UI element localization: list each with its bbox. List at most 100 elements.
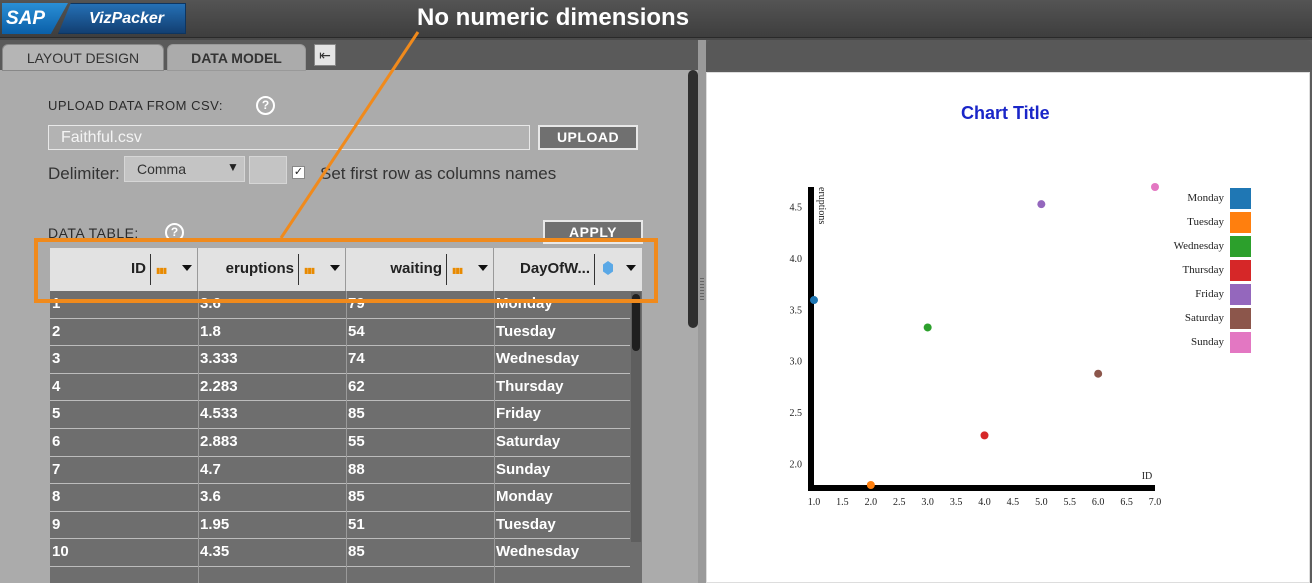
table-cell[interactable]: 3.333 [200, 350, 238, 368]
table-scrollbar[interactable] [631, 292, 641, 542]
table-cell[interactable]: Friday [496, 405, 542, 423]
x-tick-label: 3.5 [950, 497, 963, 508]
table-cell[interactable]: 55 [348, 432, 365, 450]
legend-swatch[interactable] [1230, 188, 1251, 209]
table-cell[interactable]: 2 [52, 322, 61, 340]
table-cell[interactable]: 7 [52, 460, 61, 478]
table-row[interactable]: 5 4.533 85 Friday [50, 401, 630, 429]
table-row[interactable]: 9 1.95 51 Tuesday [50, 512, 630, 540]
chevron-down-icon[interactable] [330, 265, 340, 271]
annotation-highlight-box [34, 238, 658, 303]
table-scrollbar-thumb[interactable] [632, 294, 640, 351]
table-cell[interactable]: 1.95 [200, 515, 230, 533]
table-cell[interactable]: Monday [496, 488, 553, 506]
table-cell[interactable]: 2.883 [200, 432, 238, 450]
splitter-grip-icon[interactable] [700, 278, 704, 300]
data-point-friday[interactable] [1037, 200, 1046, 209]
table-cell[interactable]: Wednesday [496, 350, 580, 368]
column-header-waiting[interactable]: waiting ▮▮▮ [346, 248, 494, 291]
legend-swatch[interactable] [1230, 236, 1251, 257]
top-bar: SAP VizPacker No numeric dimensions [0, 0, 1312, 38]
table-cell[interactable]: 1.8 [200, 322, 221, 340]
x-tick-label: 6.5 [1120, 497, 1133, 508]
column-header-dayofweek[interactable]: DayOfW... [494, 248, 642, 291]
table-cell[interactable]: 10 [52, 543, 69, 561]
data-point-tuesday[interactable] [866, 481, 875, 489]
x-tick-label: 4.0 [978, 497, 991, 508]
legend-label: Wednesday [1174, 240, 1225, 252]
table-row[interactable]: 7 4.7 88 Sunday [50, 457, 630, 485]
table-cell[interactable]: 54 [348, 322, 365, 340]
data-point-sunday[interactable] [1151, 183, 1159, 191]
table-row[interactable]: 6 2.883 55 Saturday [50, 429, 630, 457]
table-cell[interactable]: 5 [52, 405, 61, 423]
chevron-down-icon[interactable] [478, 265, 488, 271]
x-tick-label: 5.0 [1035, 497, 1048, 508]
collapse-pane-icon[interactable]: ⇤ [314, 44, 336, 66]
table-cell[interactable]: 3 [52, 350, 61, 368]
data-point-wednesday[interactable] [923, 323, 932, 332]
legend-swatch[interactable] [1230, 308, 1251, 329]
table-cell[interactable]: Sunday [496, 460, 551, 478]
table-cell[interactable]: Wednesday [496, 543, 580, 561]
table-cell[interactable]: 85 [348, 543, 365, 561]
x-tick-label: 5.5 [1064, 497, 1077, 508]
chevron-down-icon[interactable] [626, 265, 636, 271]
table-cell[interactable]: 74 [348, 350, 365, 368]
table-row[interactable]: 2 1.8 54 Tuesday [50, 319, 630, 347]
y-tick-label: 3.5 [790, 305, 803, 316]
custom-delimiter-input[interactable] [249, 156, 287, 184]
data-point-saturday[interactable] [1094, 369, 1103, 378]
preview-pane: Chart Title 1.0 1.5 2.0 2.5 3.0 3.5 4.0 4.5 5.0 5… [706, 40, 1312, 583]
upload-label: UPLOAD DATA FROM CSV: [48, 98, 223, 113]
pane-splitter[interactable] [698, 40, 706, 583]
table-row[interactable]: 3 3.333 74 Wednesday [50, 346, 630, 374]
table-cell[interactable]: 88 [348, 460, 365, 478]
y-tick-label: 3.0 [790, 357, 803, 368]
column-header-id[interactable]: ID ▮▮▮ [50, 248, 198, 291]
table-cell[interactable]: Tuesday [496, 515, 556, 533]
data-point-monday[interactable] [810, 296, 818, 305]
csv-file-input[interactable]: Faithful.csv [48, 125, 530, 150]
table-cell[interactable]: 85 [348, 405, 365, 423]
pane-scrollbar[interactable] [688, 70, 698, 328]
table-cell[interactable]: 6 [52, 432, 61, 450]
table-cell[interactable]: 4.35 [200, 543, 230, 561]
delimiter-value: Comma [137, 161, 187, 177]
first-row-checkbox[interactable]: ✓ [292, 166, 305, 179]
table-cell[interactable]: 1 [52, 295, 61, 312]
y-tick-label: 4.0 [790, 254, 803, 265]
delimiter-select[interactable]: Comma [124, 156, 245, 182]
data-point-thursday[interactable] [980, 431, 989, 440]
table-cell[interactable]: 4 [52, 377, 61, 395]
chevron-down-icon[interactable] [182, 265, 192, 271]
legend-swatch[interactable] [1230, 212, 1251, 233]
table-cell[interactable]: 4.7 [200, 460, 221, 478]
scatter-chart: 1.0 1.5 2.0 2.5 3.0 3.5 4.0 4.5 5.0 5.5 6.0 6.5 7.0 2… [790, 183, 1251, 508]
column-header-eruptions[interactable]: eruptions ▮▮▮ [198, 248, 346, 291]
legend-swatch[interactable] [1230, 284, 1251, 305]
table-cell[interactable]: 85 [348, 488, 365, 506]
table-cell[interactable]: 2.283 [200, 377, 238, 395]
legend-swatch[interactable] [1230, 260, 1251, 281]
tab-data-model[interactable]: DATA MODEL [167, 44, 306, 71]
table-row[interactable]: 4 2.283 62 Thursday [50, 374, 630, 402]
upload-help-icon[interactable]: ? [256, 96, 275, 115]
table-cell[interactable]: 8 [52, 488, 61, 506]
table-cell[interactable]: 3.6 [200, 488, 221, 506]
tab-layout-design[interactable]: LAYOUT DESIGN [2, 44, 164, 71]
table-cell[interactable]: Thursday [496, 377, 564, 395]
table-cell[interactable]: Saturday [496, 432, 561, 450]
table-cell[interactable]: 62 [348, 377, 365, 395]
table-cell[interactable]: 9 [52, 515, 61, 533]
table-row[interactable]: 8 3.6 85 Monday [50, 484, 630, 512]
table-cell[interactable]: 4.533 [200, 405, 238, 423]
table-cell[interactable]: Tuesday [496, 322, 556, 340]
column-divider [446, 254, 447, 285]
measure-icon: ▮▮▮ [156, 266, 167, 275]
table-row[interactable]: 10 4.35 85 Wednesday [50, 539, 630, 567]
legend-swatch[interactable] [1230, 332, 1251, 353]
table-cell[interactable]: 51 [348, 515, 365, 533]
delimiter-label: Delimiter: [48, 164, 120, 183]
upload-button[interactable]: UPLOAD [538, 125, 638, 150]
